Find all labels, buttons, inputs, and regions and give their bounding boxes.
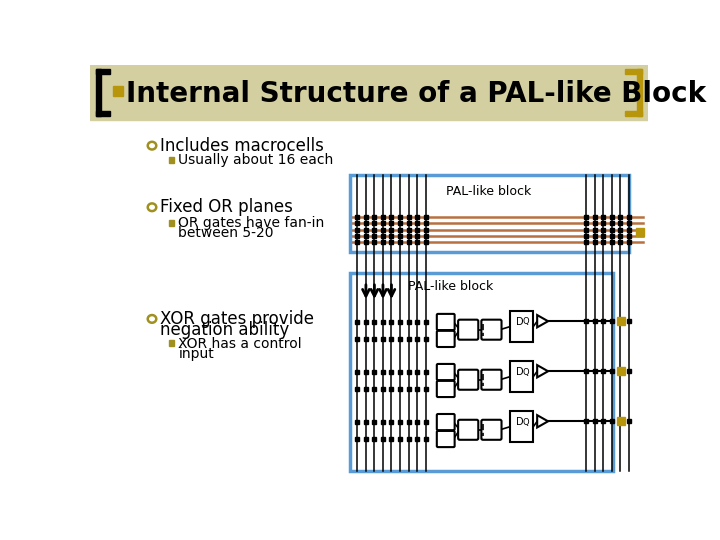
Text: D: D [516,417,524,427]
Polygon shape [537,315,548,327]
FancyBboxPatch shape [437,364,454,380]
FancyBboxPatch shape [437,414,454,430]
Text: Q: Q [522,417,529,427]
Bar [625,70,642,74]
Text: input: input [179,347,214,361]
Text: Q: Q [522,318,529,327]
Bar [169,157,174,163]
Bar [510,411,534,442]
Bar [90,65,648,120]
Bar [96,70,110,74]
Polygon shape [537,365,548,377]
Text: XOR gates provide: XOR gates provide [160,310,314,328]
Text: negation ability: negation ability [160,321,289,340]
Text: D: D [516,367,524,377]
Bar [617,417,625,425]
Text: PAL-like block: PAL-like block [446,185,532,198]
Bar [510,361,534,392]
Text: Internal Structure of a PAL-like Block: Internal Structure of a PAL-like Block [127,80,706,108]
Text: Q: Q [522,368,529,376]
Text: Fixed OR planes: Fixed OR planes [160,198,292,216]
Bar [625,111,642,116]
Bar [350,175,629,252]
FancyBboxPatch shape [437,331,454,347]
Text: OR gates have fan-in: OR gates have fan-in [179,215,325,230]
FancyBboxPatch shape [437,314,454,330]
Bar [637,70,642,116]
Bar [96,70,101,116]
Bar [350,273,613,471]
FancyBboxPatch shape [437,381,454,397]
Bar [113,86,122,96]
Text: D: D [516,317,524,327]
Bar [636,228,644,236]
Bar [169,220,174,226]
Text: XOR has a control: XOR has a control [179,336,302,350]
FancyBboxPatch shape [482,320,502,340]
Text: PAL-like block: PAL-like block [408,280,493,293]
Polygon shape [537,415,548,428]
FancyBboxPatch shape [458,420,478,440]
Bar [510,311,534,342]
FancyBboxPatch shape [458,320,478,340]
FancyBboxPatch shape [482,370,502,390]
FancyBboxPatch shape [458,370,478,390]
Bar [169,340,174,346]
Bar [617,367,625,375]
Text: Usually about 16 each: Usually about 16 each [179,152,333,166]
Text: between 5-20: between 5-20 [179,226,274,240]
Bar [96,111,110,116]
FancyBboxPatch shape [482,420,502,440]
Text: Includes macrocells: Includes macrocells [160,137,323,154]
FancyBboxPatch shape [437,431,454,447]
Bar [617,318,625,325]
